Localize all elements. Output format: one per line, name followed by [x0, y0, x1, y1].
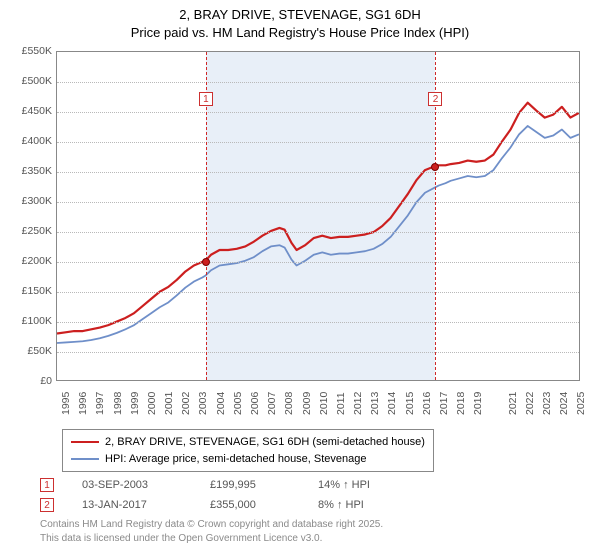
y-axis-label: £100K — [22, 315, 52, 327]
x-axis-label: 2009 — [301, 392, 313, 415]
event-list: 1 03-SEP-2003 £199,995 14% ↑ HPI 2 13-JAN-201… — [40, 478, 590, 512]
x-axis-label: 2023 — [541, 392, 553, 415]
x-axis-label: 2006 — [249, 392, 261, 415]
x-axis-label: 2010 — [318, 392, 330, 415]
y-axis-label: £0 — [40, 375, 52, 387]
x-axis-label: 2008 — [283, 392, 295, 415]
event-index-box: 1 — [40, 478, 54, 492]
chart-area: 12 £0£50K£100K£150K£200K£250K£300K£350K£… — [10, 45, 590, 425]
footer-line-2: This data is licensed under the Open Gov… — [40, 532, 590, 546]
y-axis-label: £200K — [22, 255, 52, 267]
x-axis-label: 2002 — [180, 392, 192, 415]
x-axis-label: 2025 — [575, 392, 587, 415]
x-axis-label: 2017 — [438, 392, 450, 415]
x-axis-label: 2001 — [163, 392, 175, 415]
chart-container: 2, BRAY DRIVE, STEVENAGE, SG1 6DH Price … — [0, 0, 600, 560]
x-axis-label: 2003 — [197, 392, 209, 415]
x-axis-label: 2013 — [369, 392, 381, 415]
gridline — [57, 292, 579, 293]
x-axis-label: 2021 — [507, 392, 519, 415]
y-axis-label: £450K — [22, 105, 52, 117]
x-axis-label: 1999 — [129, 392, 141, 415]
event-row: 2 13-JAN-2017 £355,000 8% ↑ HPI — [40, 498, 590, 512]
title-line-2: Price paid vs. HM Land Registry's House … — [10, 24, 590, 42]
x-axis-label: 2016 — [421, 392, 433, 415]
y-axis-label: £550K — [22, 45, 52, 57]
legend-row: HPI: Average price, semi-detached house,… — [71, 451, 425, 468]
gridline — [57, 322, 579, 323]
event-row: 1 03-SEP-2003 £199,995 14% ↑ HPI — [40, 478, 590, 492]
y-axis-label: £300K — [22, 195, 52, 207]
gridline — [57, 172, 579, 173]
y-axis-label: £500K — [22, 75, 52, 87]
x-axis-label: 2018 — [455, 392, 467, 415]
callout-box: 2 — [428, 92, 442, 106]
footer: Contains HM Land Registry data © Crown c… — [40, 518, 590, 545]
event-price: £355,000 — [210, 499, 290, 511]
x-axis-label: 2005 — [232, 392, 244, 415]
x-axis-label: 2004 — [215, 392, 227, 415]
legend-label: 2, BRAY DRIVE, STEVENAGE, SG1 6DH (semi-… — [105, 434, 425, 451]
x-axis-label: 1997 — [94, 392, 106, 415]
x-axis-label: 2000 — [146, 392, 158, 415]
x-axis-label: 2019 — [472, 392, 484, 415]
x-axis-label: 2011 — [335, 393, 347, 416]
y-axis-label: £150K — [22, 285, 52, 297]
gridline — [57, 82, 579, 83]
x-axis-label: 1995 — [60, 392, 72, 415]
legend: 2, BRAY DRIVE, STEVENAGE, SG1 6DH (semi-… — [62, 429, 434, 472]
y-axis-label: £400K — [22, 135, 52, 147]
gridline — [57, 202, 579, 203]
x-axis-label: 2022 — [524, 392, 536, 415]
x-axis-label: 2015 — [404, 392, 416, 415]
x-axis-label: 2012 — [352, 392, 364, 415]
x-axis-label: 1998 — [112, 392, 124, 415]
series-price-paid — [57, 103, 579, 334]
gridline — [57, 352, 579, 353]
event-date: 03-SEP-2003 — [82, 479, 182, 491]
x-axis-label: 2014 — [386, 392, 398, 415]
callout-box: 1 — [199, 92, 213, 106]
x-axis-label: 2007 — [266, 392, 278, 415]
price-point-marker — [431, 163, 439, 171]
line-layer — [57, 52, 579, 380]
event-delta: 8% ↑ HPI — [318, 499, 364, 511]
title-line-1: 2, BRAY DRIVE, STEVENAGE, SG1 6DH — [10, 6, 590, 24]
gridline — [57, 112, 579, 113]
event-delta: 14% ↑ HPI — [318, 479, 370, 491]
gridline — [57, 142, 579, 143]
legend-row: 2, BRAY DRIVE, STEVENAGE, SG1 6DH (semi-… — [71, 434, 425, 451]
chart-title: 2, BRAY DRIVE, STEVENAGE, SG1 6DH Price … — [10, 6, 590, 41]
event-date: 13-JAN-2017 — [82, 499, 182, 511]
price-point-marker — [202, 258, 210, 266]
y-axis-label: £250K — [22, 225, 52, 237]
event-index-box: 2 — [40, 498, 54, 512]
y-axis-label: £350K — [22, 165, 52, 177]
x-axis-label: 2024 — [558, 392, 570, 415]
plot-area: 12 — [56, 51, 580, 381]
gridline — [57, 232, 579, 233]
footer-line-1: Contains HM Land Registry data © Crown c… — [40, 518, 590, 532]
series-hpi — [57, 126, 579, 343]
legend-swatch — [71, 458, 99, 460]
legend-swatch — [71, 441, 99, 443]
x-axis-label: 1996 — [77, 392, 89, 415]
gridline — [57, 262, 579, 263]
legend-label: HPI: Average price, semi-detached house,… — [105, 451, 367, 468]
event-price: £199,995 — [210, 479, 290, 491]
y-axis-label: £50K — [27, 345, 52, 357]
